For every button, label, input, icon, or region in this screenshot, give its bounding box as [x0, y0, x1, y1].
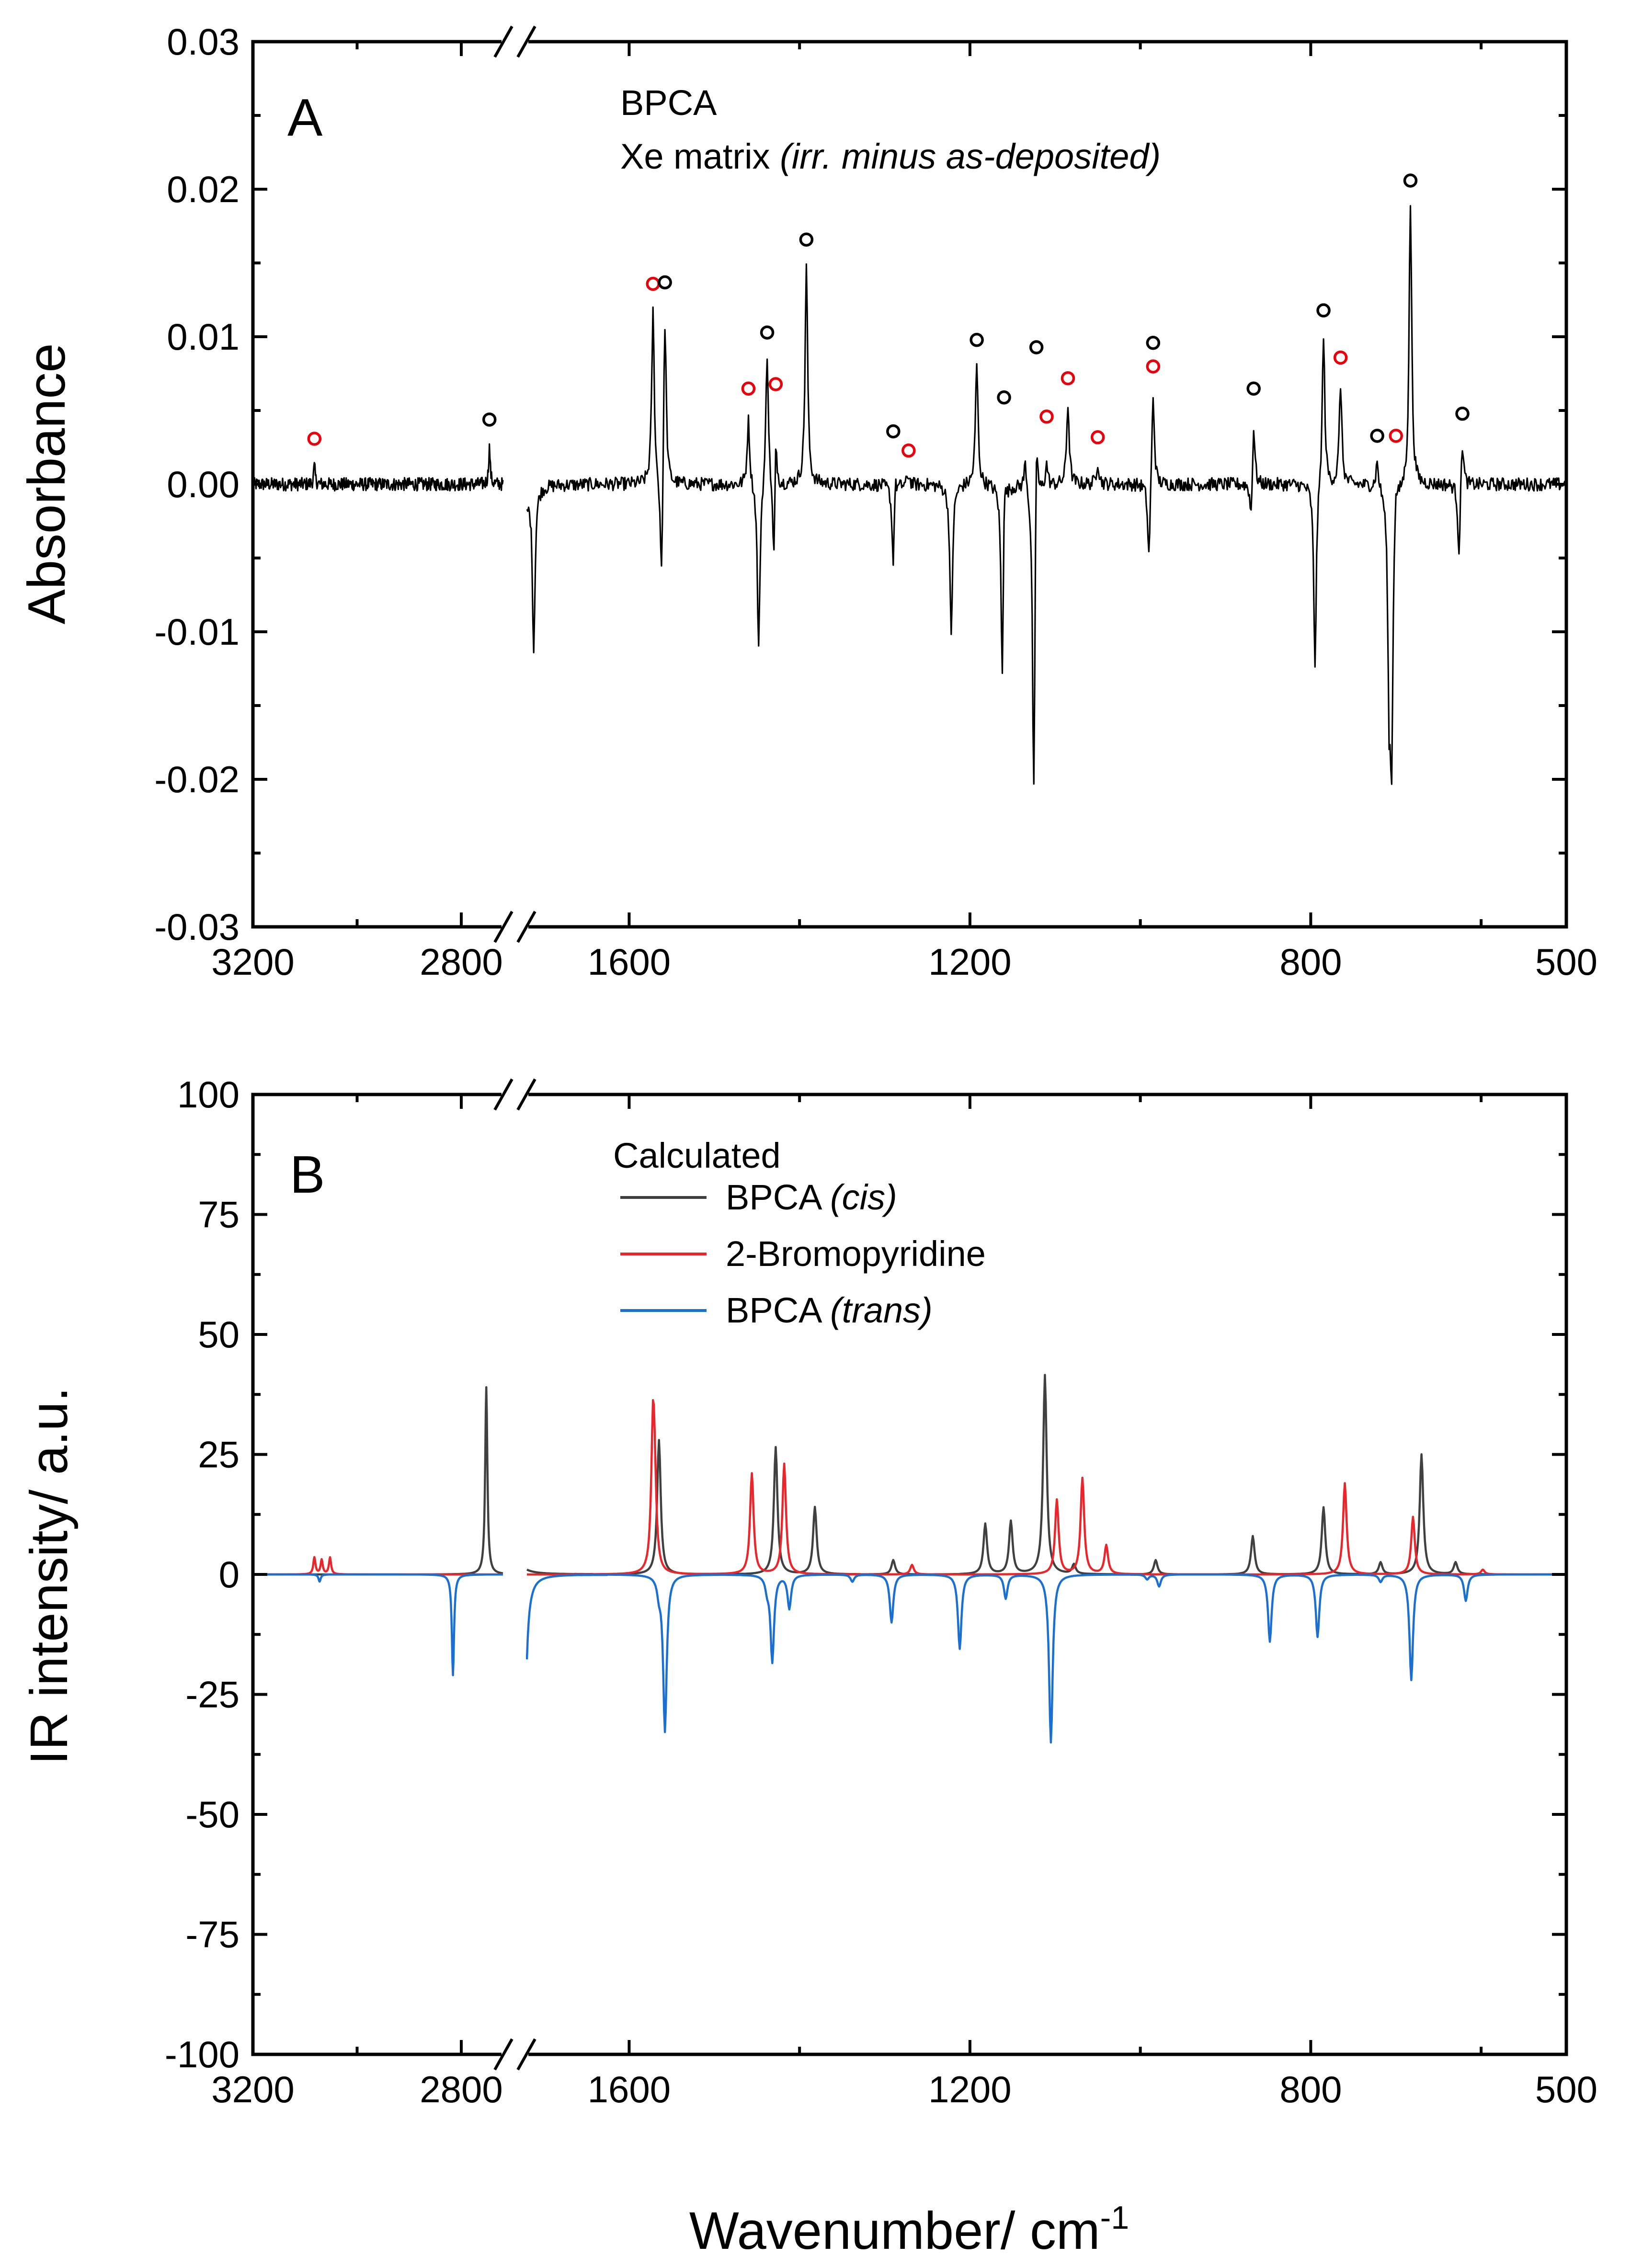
- peak-marker-black: [1146, 336, 1161, 350]
- y-tick-label: 100: [177, 1073, 240, 1116]
- y-tick-label: 25: [198, 1434, 240, 1476]
- peak-marker-red: [646, 276, 660, 291]
- peak-marker-black: [1316, 303, 1331, 318]
- x-tick-label: 3200: [211, 941, 295, 983]
- peak-marker-black: [482, 412, 497, 427]
- series-line-experimental-segment-1: [252, 443, 504, 492]
- panel-a-matrix-label: Xe matrix (irr. minus as-deposited): [620, 137, 1161, 176]
- y-tick-label: 0: [219, 1553, 240, 1596]
- y-tick-label: 75: [198, 1194, 240, 1236]
- peak-marker-red: [1039, 410, 1054, 424]
- x-tick-label: 2800: [420, 941, 503, 983]
- series-line-2-bromopyridine-segment-1: [252, 1556, 504, 1576]
- y-tick-label: -75: [185, 1914, 240, 1956]
- legend-label: BPCA (trans): [726, 1290, 933, 1330]
- y-tick-label: 50: [198, 1313, 240, 1356]
- y-tick-label: 0.03: [167, 21, 240, 63]
- y-tick-label: -100: [165, 2033, 240, 2075]
- y-tick-label: -25: [185, 1674, 240, 1716]
- panel-b-legend: Calculated BPCA (cis) 2-Bromopyridine BPCA…: [613, 1136, 986, 1330]
- axis-break-mark: [493, 1078, 513, 1111]
- y-tick-label: 0.02: [167, 168, 240, 210]
- panel-b-y-axis-title: IR intensity/ a.u.: [20, 1387, 79, 1765]
- x-axis-title: Wavenumber/ cm-1: [689, 2200, 1129, 2260]
- axis-break-mark: [516, 2038, 536, 2071]
- peak-marker-red: [1061, 371, 1075, 386]
- peak-marker-black: [1370, 429, 1384, 443]
- axis-break-gap: [504, 46, 526, 923]
- axis-break-gap: [504, 1098, 526, 2051]
- peak-marker-black: [1403, 173, 1418, 188]
- y-tick-label: 0.01: [167, 316, 240, 358]
- y-tick-label: -50: [185, 1793, 240, 1835]
- legend-label: BPCA (cis): [726, 1177, 897, 1217]
- peak-marker-black: [886, 424, 901, 439]
- legend-label: 2-Bromopyridine: [726, 1234, 986, 1274]
- axis-break-mark: [493, 2038, 513, 2071]
- peak-marker-red: [901, 443, 916, 458]
- peak-marker-red: [1090, 430, 1105, 444]
- peak-marker-red: [1333, 350, 1348, 365]
- peak-marker-red: [1146, 359, 1161, 374]
- panel-a-compound-label: BPCA: [620, 83, 717, 123]
- peak-marker-black: [969, 332, 984, 347]
- panel-a-letter: A: [287, 88, 323, 147]
- x-tick-label: 3200: [211, 2068, 295, 2110]
- panel-b-plot-area: [252, 1098, 1567, 2051]
- y-tick-label: 0.00: [167, 463, 240, 505]
- series-line-experimental-segment-2: [526, 205, 1567, 785]
- peak-marker-black: [1455, 406, 1470, 421]
- x-tick-label: 800: [1279, 941, 1342, 983]
- legend-title: Calculated: [613, 1136, 781, 1175]
- panel-b-letter: B: [290, 1145, 325, 1204]
- series-line-bpca-cis--segment-1: [252, 1386, 504, 1576]
- peak-marker-black: [997, 390, 1011, 405]
- peak-marker-red: [307, 432, 322, 446]
- series-line-bpca-trans--segment-2: [525, 1573, 1567, 1744]
- x-tick-label: 500: [1535, 941, 1597, 983]
- axis-break-mark: [516, 911, 536, 943]
- x-tick-label: 1200: [928, 2068, 1012, 2110]
- axis-break-mark: [493, 911, 513, 943]
- y-tick-label: -0.03: [154, 906, 240, 948]
- x-tick-label: 500: [1535, 2068, 1597, 2110]
- axis-break-mark: [516, 1078, 536, 1111]
- y-tick-label: -0.01: [154, 611, 240, 653]
- panel-a-y-axis-title: Absorbance: [17, 343, 76, 624]
- peak-marker-black: [1246, 381, 1261, 396]
- axis-break-mark: [493, 25, 513, 58]
- peak-marker-black: [760, 325, 775, 340]
- series-line-2-bromopyridine-segment-2: [526, 1399, 1567, 1576]
- axis-break-mark: [516, 25, 536, 58]
- y-tick-label: -0.02: [154, 758, 240, 800]
- series-line-bpca-trans--segment-1: [252, 1573, 504, 1676]
- x-tick-label: 2800: [420, 2068, 503, 2110]
- x-tick-label: 1200: [928, 941, 1012, 983]
- peak-marker-black: [658, 275, 672, 290]
- x-tick-label: 1600: [588, 2068, 671, 2110]
- x-tick-label: 800: [1279, 2068, 1342, 2110]
- peak-marker-red: [768, 377, 783, 391]
- x-tick-label: 1600: [588, 941, 671, 983]
- panel-a-plot-area: [252, 46, 1567, 923]
- peak-marker-red: [741, 381, 756, 396]
- peak-marker-red: [1389, 429, 1403, 443]
- peak-marker-black: [1029, 340, 1044, 354]
- peak-marker-black: [799, 232, 814, 247]
